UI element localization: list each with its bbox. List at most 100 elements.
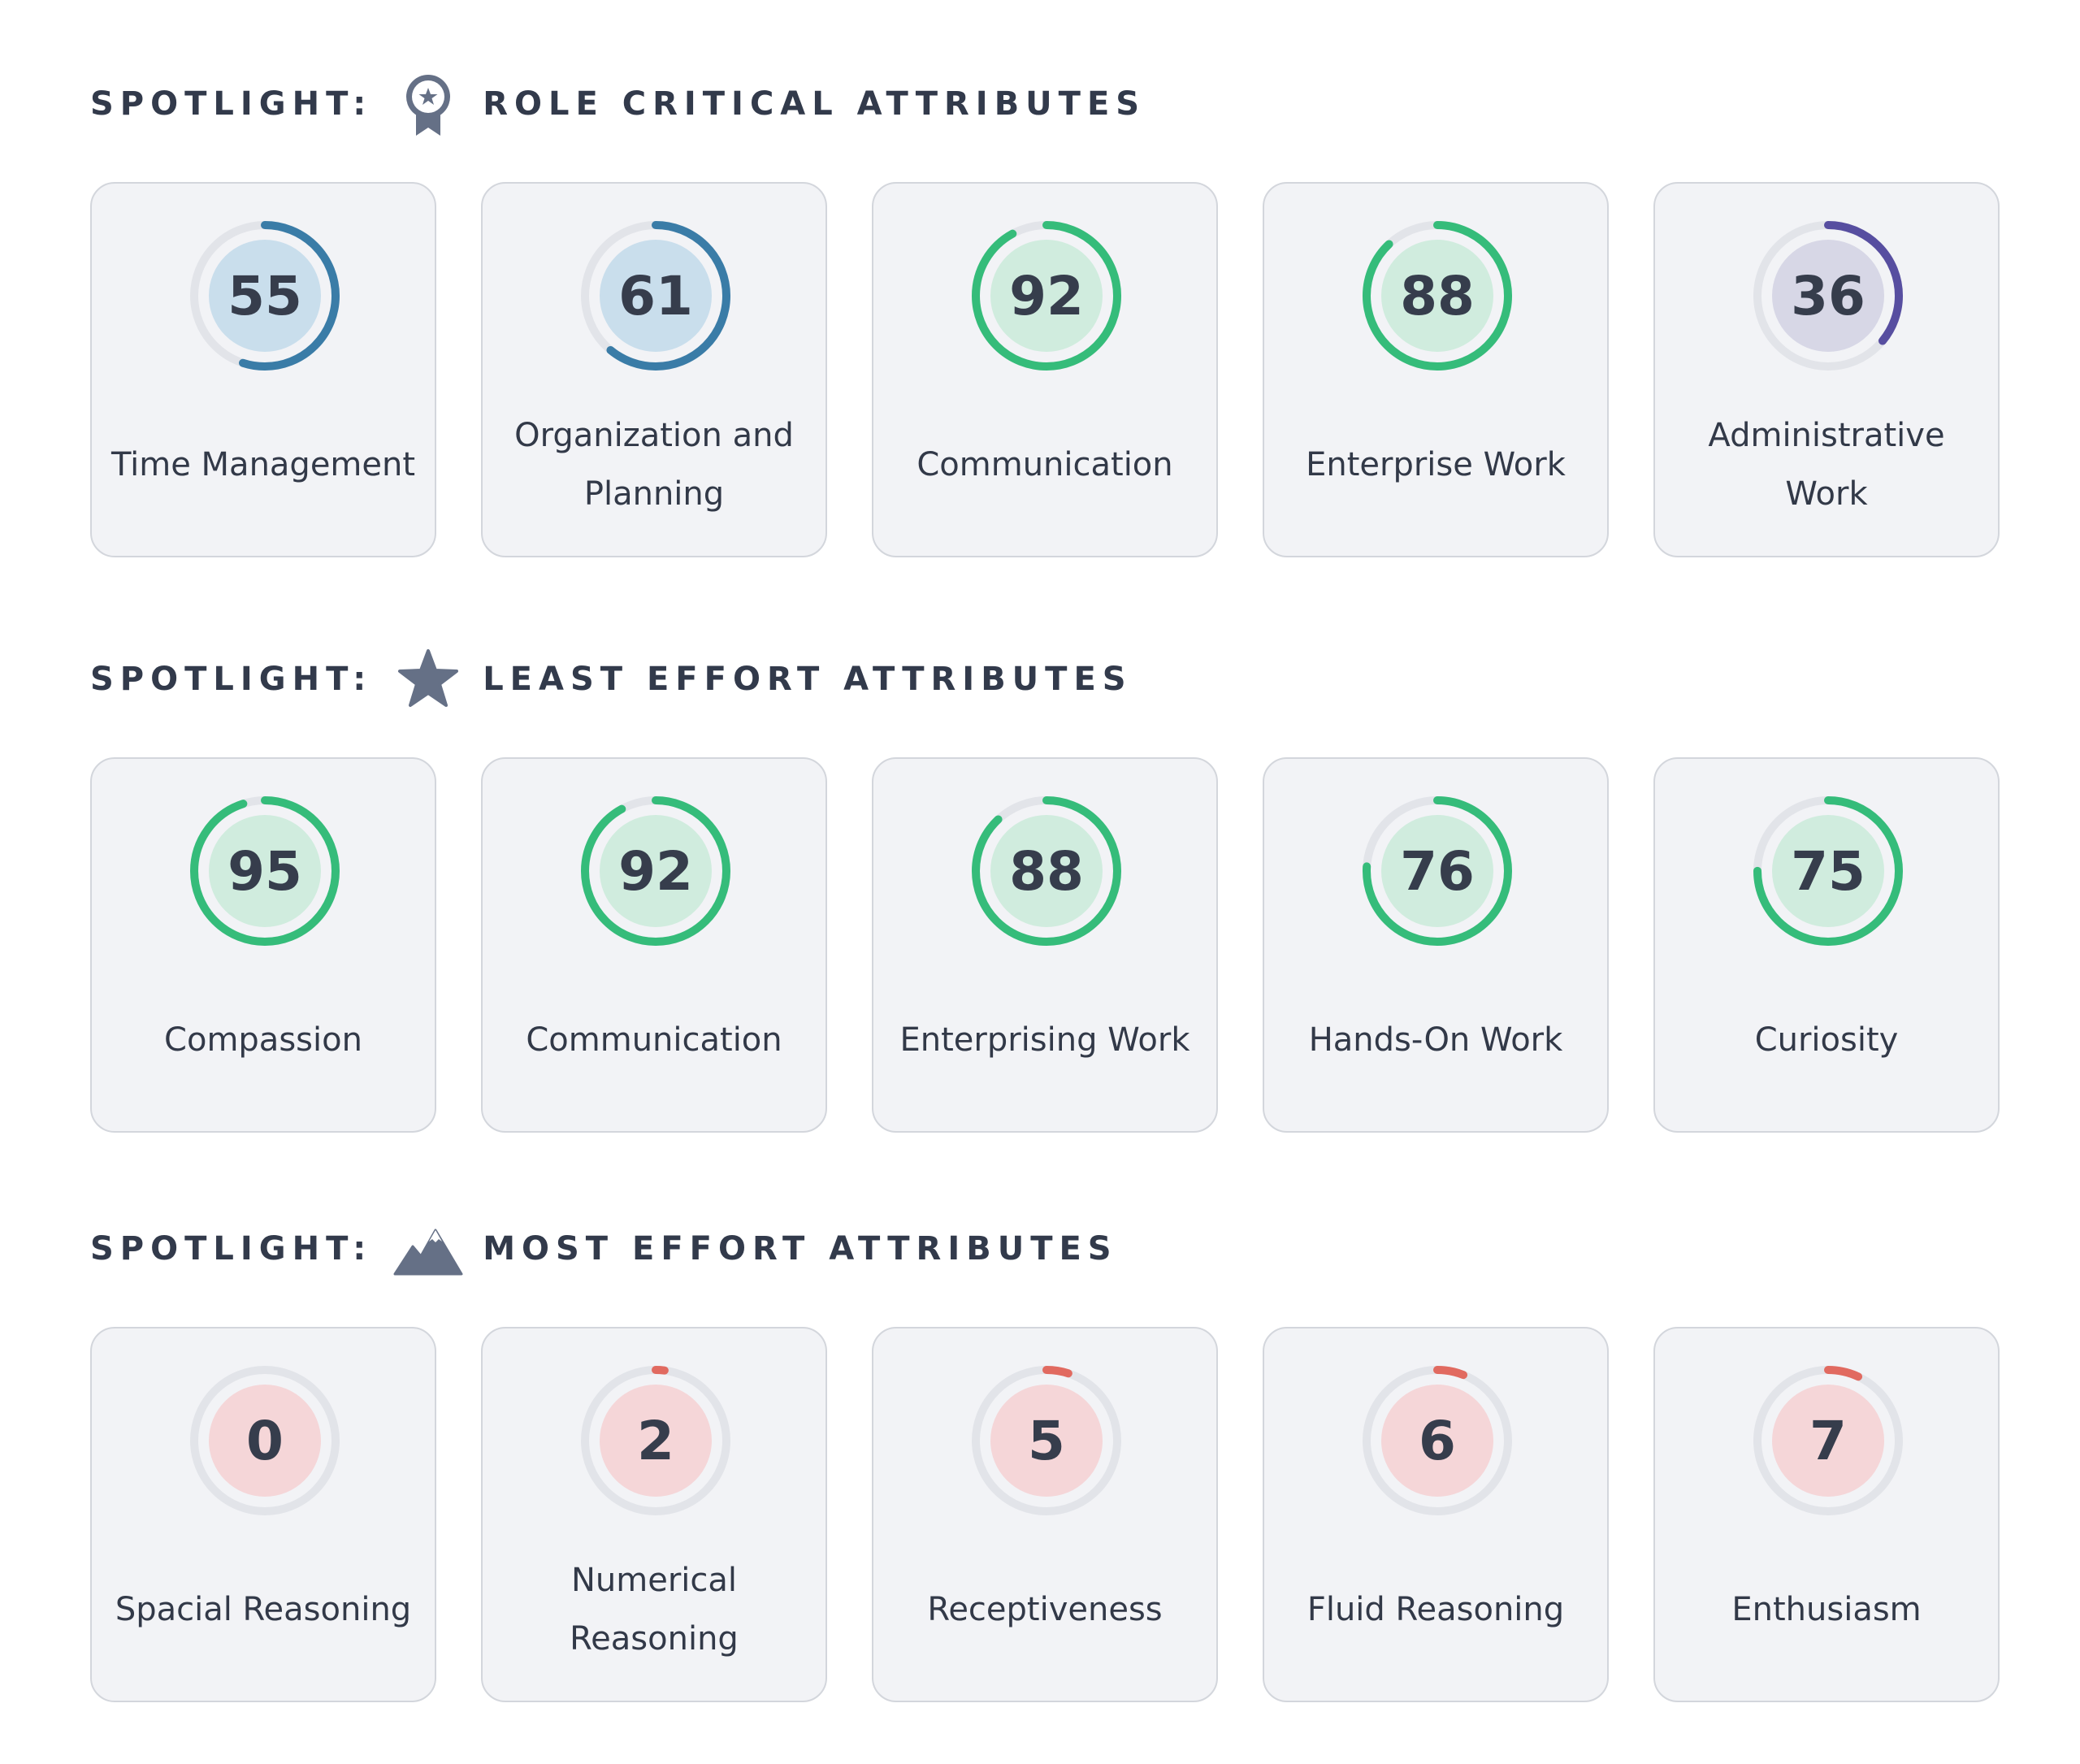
attribute-card[interactable]: 95 Compassion — [90, 757, 436, 1133]
score-value: 2 — [637, 1409, 674, 1472]
score-ring: 92 — [968, 218, 1124, 374]
score-ring-graphic — [972, 221, 1121, 371]
ring-inner-fill — [1772, 1385, 1884, 1497]
score-value: 61 — [618, 264, 693, 327]
score-ring: 76 — [1359, 793, 1515, 949]
score-ring-graphic — [190, 1366, 340, 1515]
attribute-label: Numerical Reasoning — [570, 1562, 739, 1658]
card-row: 95 Compassion 92 Communication 88 Enterprisin… — [0, 757, 2080, 1134]
ring-progress-arc — [581, 796, 730, 946]
section-icon — [393, 1214, 463, 1284]
score-ring: 55 — [187, 218, 343, 374]
score-value: 76 — [1400, 839, 1475, 903]
award-ribbon-icon — [406, 75, 451, 136]
mountain-icon — [393, 1229, 463, 1276]
score-ring: 88 — [968, 793, 1124, 949]
ring-progress-arc — [190, 221, 340, 371]
score-ring-graphic — [581, 796, 730, 946]
score-ring: 61 — [578, 218, 734, 374]
attribute-card[interactable]: 55 Time Management — [90, 182, 436, 557]
score-value: 95 — [228, 839, 302, 903]
score-ring-graphic — [190, 796, 340, 946]
attribute-label: Spacial Reasoning — [115, 1591, 412, 1628]
attribute-card[interactable]: 6 Fluid Reasoning — [1263, 1327, 1609, 1702]
attribute-label: Curiosity — [1754, 1021, 1899, 1059]
section-header: SPOTLIGHT: ROLE CRITICAL ATTRIBUTES — [90, 63, 1146, 145]
score-value: 7 — [1809, 1409, 1847, 1472]
section-title: MOST EFFORT ATTRIBUTES — [483, 1230, 1118, 1268]
score-value: 0 — [246, 1409, 284, 1472]
score-ring-graphic — [581, 221, 730, 371]
attribute-card[interactable]: 0 Spacial Reasoning — [90, 1327, 436, 1702]
ring-progress-arc — [190, 796, 340, 946]
score-ring-graphic — [190, 221, 340, 371]
score-ring: 88 — [1359, 218, 1515, 374]
score-ring: 92 — [578, 793, 734, 949]
attribute-card[interactable]: 88 Enterprising Work — [872, 757, 1218, 1133]
attribute-label: Enterprising Work — [899, 1021, 1190, 1059]
score-ring-graphic — [1753, 1366, 1903, 1515]
attribute-card[interactable]: 92 Communication — [872, 182, 1218, 557]
attribute-label: Time Management — [110, 446, 416, 483]
ring-progress-arc — [1753, 796, 1903, 946]
section-header: SPOTLIGHT: MOST EFFORT ATTRIBUTES — [90, 1208, 1118, 1289]
card-row: 55 Time Management 61 Organization and Plan… — [0, 182, 2080, 559]
score-ring: 95 — [187, 793, 343, 949]
ring-inner-fill — [1381, 1385, 1493, 1497]
score-value: 5 — [1028, 1409, 1065, 1472]
score-ring: 36 — [1750, 218, 1906, 374]
score-ring: 75 — [1750, 793, 1906, 949]
attribute-card[interactable]: 5 Receptiveness — [872, 1327, 1218, 1702]
attribute-card[interactable]: 2 Numerical Reasoning — [481, 1327, 827, 1702]
score-ring-graphic — [581, 1366, 730, 1515]
ring-inner-fill — [990, 240, 1103, 352]
section-prefix: SPOTLIGHT: — [90, 661, 373, 698]
ring-progress-arc — [581, 221, 730, 371]
ring-inner-fill — [209, 1385, 321, 1497]
attribute-card[interactable]: 61 Organization and Planning — [481, 182, 827, 557]
ring-progress-arc — [1363, 221, 1512, 371]
ring-inner-fill — [600, 815, 712, 927]
score-ring-graphic — [1363, 796, 1512, 946]
score-ring: 6 — [1359, 1363, 1515, 1519]
score-ring-graphic — [972, 1366, 1121, 1515]
score-ring: 7 — [1750, 1363, 1906, 1519]
ring-progress-arc — [1753, 1366, 1903, 1515]
section-title: ROLE CRITICAL ATTRIBUTES — [483, 85, 1146, 123]
attribute-card[interactable]: 92 Communication — [481, 757, 827, 1133]
score-value: 36 — [1791, 264, 1866, 327]
ring-progress-arc — [1753, 221, 1903, 371]
score-value: 88 — [1009, 839, 1084, 903]
ring-inner-fill — [209, 815, 321, 927]
attribute-card[interactable]: 88 Enterprise Work — [1263, 182, 1609, 557]
ring-progress-arc — [972, 221, 1121, 371]
attribute-label: Compassion — [164, 1021, 362, 1059]
score-ring: 5 — [968, 1363, 1124, 1519]
ring-inner-fill — [1381, 240, 1493, 352]
attribute-card[interactable]: 7 Enthusiasm — [1653, 1327, 2000, 1702]
score-ring-graphic — [1363, 221, 1512, 371]
score-ring: 0 — [187, 1363, 343, 1519]
ring-progress-arc — [1363, 796, 1512, 946]
attribute-card[interactable]: 36 Administrative Work — [1653, 182, 2000, 557]
attribute-card[interactable]: 75 Curiosity — [1653, 757, 2000, 1133]
attribute-label: Communication — [526, 1021, 782, 1059]
ring-progress-arc — [972, 1366, 1121, 1515]
score-value: 75 — [1791, 839, 1866, 903]
score-value: 6 — [1419, 1409, 1456, 1472]
ring-inner-fill — [1381, 815, 1493, 927]
section-prefix: SPOTLIGHT: — [90, 1230, 373, 1268]
attribute-card[interactable]: 76 Hands-On Work — [1263, 757, 1609, 1133]
ring-progress-arc — [581, 1366, 730, 1515]
attribute-label: Administrative Work — [1708, 417, 1945, 513]
attribute-label: Enterprise Work — [1306, 446, 1566, 483]
ring-inner-fill — [990, 1385, 1103, 1497]
card-row: 0 Spacial Reasoning 2 Numerical Reasoning 5 R… — [0, 1327, 2080, 1704]
section-prefix: SPOTLIGHT: — [90, 85, 373, 123]
attribute-label: Enthusiasm — [1731, 1591, 1922, 1628]
ring-inner-fill — [990, 815, 1103, 927]
score-value: 55 — [228, 264, 302, 327]
ring-inner-fill — [209, 240, 321, 352]
attribute-label: Organization and Planning — [514, 417, 794, 513]
score-ring-graphic — [1753, 796, 1903, 946]
